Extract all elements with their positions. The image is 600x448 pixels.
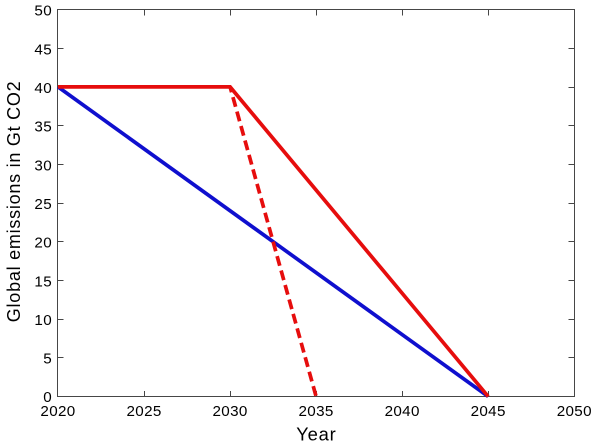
svg-text:2045: 2045 (471, 403, 506, 420)
svg-text:40: 40 (34, 80, 52, 97)
svg-text:2040: 2040 (385, 403, 420, 420)
svg-text:0: 0 (43, 389, 52, 406)
svg-text:Global emissions in Gt CO2: Global emissions in Gt CO2 (4, 81, 24, 323)
svg-text:10: 10 (34, 312, 52, 329)
svg-text:25: 25 (34, 196, 52, 213)
svg-text:20: 20 (34, 235, 52, 252)
svg-text:30: 30 (34, 157, 52, 174)
svg-text:2030: 2030 (213, 403, 248, 420)
svg-text:Year: Year (296, 424, 336, 445)
svg-text:2020: 2020 (40, 403, 75, 420)
svg-text:2025: 2025 (127, 403, 162, 420)
svg-text:15: 15 (34, 273, 52, 290)
svg-text:35: 35 (34, 119, 52, 136)
svg-text:5: 5 (43, 351, 52, 368)
svg-text:2050: 2050 (557, 403, 592, 420)
svg-text:50: 50 (34, 3, 52, 20)
svg-text:45: 45 (34, 41, 52, 58)
svg-text:2035: 2035 (299, 403, 334, 420)
